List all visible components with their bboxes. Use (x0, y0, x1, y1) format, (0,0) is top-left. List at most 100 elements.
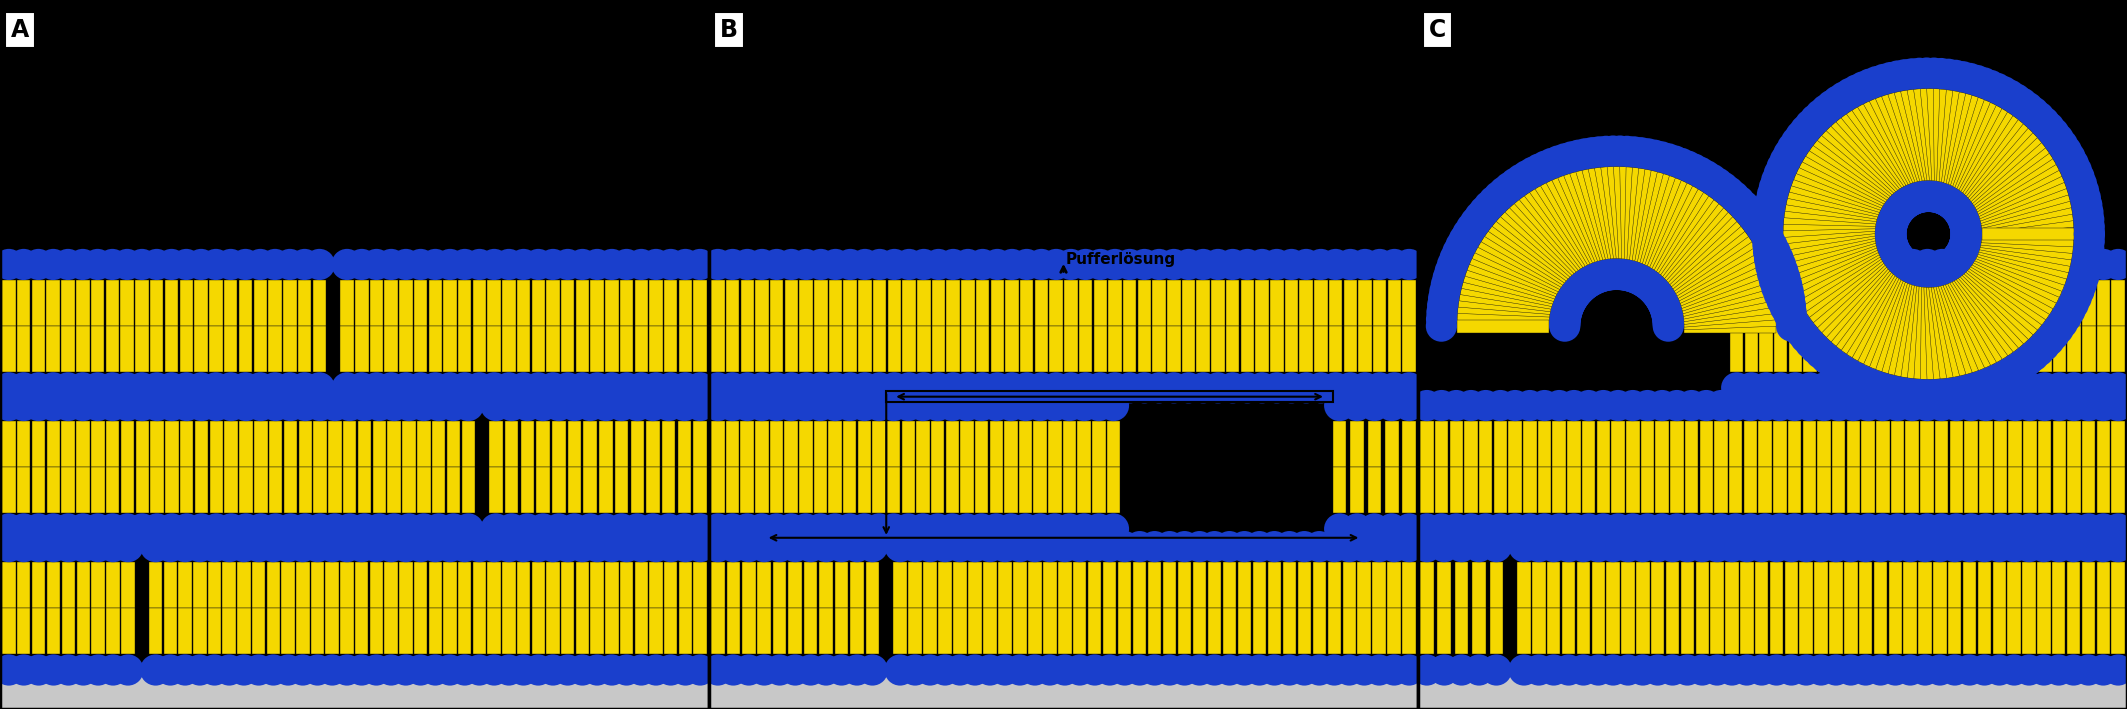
Circle shape (155, 390, 187, 421)
Circle shape (1999, 390, 2031, 421)
Polygon shape (1927, 286, 1946, 379)
Circle shape (2074, 372, 2104, 403)
Circle shape (1925, 255, 1955, 286)
Circle shape (1889, 189, 1921, 220)
Bar (1936, 467, 1948, 513)
Circle shape (1955, 531, 1984, 562)
Bar (472, 280, 487, 326)
Circle shape (1434, 256, 1466, 287)
Bar (532, 562, 545, 608)
Circle shape (9, 513, 38, 545)
Bar (1042, 608, 1057, 654)
Circle shape (125, 249, 157, 280)
Circle shape (1921, 182, 1953, 213)
Polygon shape (1982, 228, 2074, 240)
Bar (693, 280, 706, 326)
Circle shape (2014, 531, 2044, 562)
Circle shape (834, 249, 866, 280)
Bar (1049, 280, 1064, 326)
Bar (1531, 608, 1546, 654)
Circle shape (1868, 373, 1899, 404)
Bar (923, 608, 936, 654)
Circle shape (685, 372, 715, 403)
Circle shape (1187, 372, 1219, 403)
Bar (710, 280, 725, 326)
Circle shape (1587, 261, 1617, 292)
Circle shape (332, 249, 362, 280)
Polygon shape (1982, 230, 2074, 247)
Polygon shape (1470, 253, 1559, 303)
Circle shape (747, 372, 778, 403)
Circle shape (140, 654, 170, 686)
Circle shape (893, 390, 923, 421)
Bar (547, 326, 559, 372)
Circle shape (581, 531, 613, 562)
Circle shape (1785, 121, 1816, 152)
Bar (887, 280, 902, 326)
Bar (340, 326, 353, 372)
Circle shape (2074, 218, 2106, 250)
Bar (281, 562, 296, 608)
Circle shape (53, 513, 83, 545)
Circle shape (1702, 531, 1734, 562)
Circle shape (944, 531, 976, 562)
Polygon shape (1980, 233, 2074, 253)
Circle shape (1623, 263, 1653, 294)
Polygon shape (1627, 170, 1663, 262)
Bar (800, 280, 813, 326)
Circle shape (68, 390, 98, 421)
Circle shape (98, 531, 128, 562)
Circle shape (804, 513, 836, 545)
Circle shape (1755, 193, 1785, 224)
Bar (1134, 608, 1146, 654)
Bar (47, 326, 60, 372)
Bar (1993, 421, 2008, 467)
Bar (785, 280, 798, 326)
Circle shape (1363, 531, 1395, 562)
Circle shape (1661, 513, 1693, 545)
Bar (1163, 562, 1176, 608)
Circle shape (1895, 186, 1925, 217)
Bar (1831, 467, 1846, 513)
Polygon shape (1782, 229, 1876, 244)
Bar (1680, 562, 1693, 608)
Circle shape (974, 531, 1006, 562)
Polygon shape (1799, 255, 1885, 312)
Circle shape (606, 513, 638, 545)
Bar (908, 608, 921, 654)
Circle shape (1948, 207, 1980, 238)
Circle shape (1795, 328, 1825, 359)
Circle shape (1916, 181, 1946, 212)
Circle shape (1144, 372, 1174, 403)
Bar (1891, 280, 1906, 326)
Circle shape (936, 513, 968, 545)
Bar (417, 467, 430, 513)
Bar (664, 562, 676, 608)
Circle shape (304, 249, 336, 280)
Bar (827, 467, 842, 513)
Circle shape (362, 249, 391, 280)
Circle shape (449, 249, 481, 280)
Bar (1078, 280, 1093, 326)
Bar (1993, 562, 2006, 608)
Polygon shape (1927, 89, 1946, 182)
Bar (1568, 467, 1580, 513)
Circle shape (983, 372, 1012, 403)
Bar (487, 326, 502, 372)
Bar (1027, 562, 1042, 608)
Circle shape (479, 531, 510, 562)
Circle shape (1172, 249, 1204, 280)
Bar (917, 421, 929, 467)
Circle shape (1568, 531, 1600, 562)
Circle shape (53, 372, 83, 403)
Polygon shape (1787, 192, 1878, 227)
Circle shape (289, 372, 321, 403)
Polygon shape (1876, 282, 1916, 374)
Polygon shape (1961, 124, 2033, 200)
Circle shape (419, 654, 451, 686)
Circle shape (1931, 186, 1963, 217)
Circle shape (38, 513, 68, 545)
Circle shape (332, 372, 362, 403)
Bar (1770, 562, 1782, 608)
Bar (1387, 608, 1402, 654)
